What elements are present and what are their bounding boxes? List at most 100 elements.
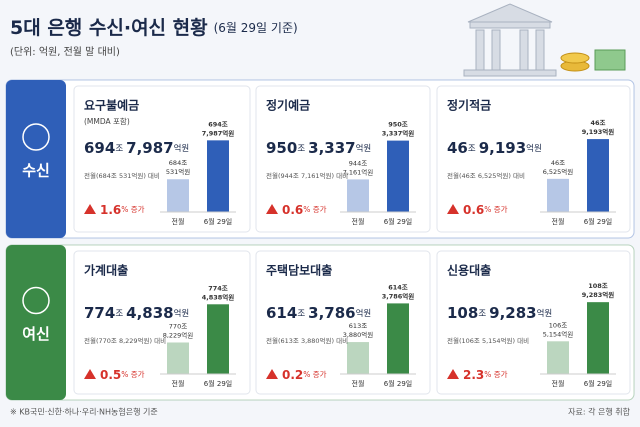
amount-part: 억원 (356, 308, 372, 319)
section-label: 여신 (22, 325, 50, 343)
title-text: 5대 은행 수신·여신 현황 (10, 16, 208, 39)
change-part: 0.6 (463, 203, 484, 217)
value-label: 106조 (549, 321, 567, 329)
amount-part: 조 (297, 144, 305, 154)
bar (167, 179, 189, 212)
bar (387, 303, 409, 374)
amount: 614조 3,786억원 (266, 304, 371, 322)
category-label: 전월 (172, 217, 185, 226)
change-part: 2.3 (463, 368, 484, 382)
up-arrow (266, 369, 278, 379)
amount-part: 108 (447, 304, 478, 322)
category-label: 전월 (552, 379, 565, 388)
amount-part: 억원 (356, 143, 372, 154)
category-label: 6월 29일 (584, 217, 612, 226)
footnote: ※ KB국민·신한·하나·우리·NH농협은행 기준 (10, 407, 158, 417)
section-label-box (6, 245, 66, 400)
value-label: 46조 (551, 159, 565, 167)
bar (347, 342, 369, 374)
value-label: 9,193억원 (582, 127, 615, 136)
change: 0.6% 증가 (282, 203, 327, 217)
amount-part: 9,283 (489, 304, 536, 322)
card-title: 정기예금 (266, 98, 310, 113)
value-label: 46조 (590, 119, 605, 127)
amount-part: 9,193 (479, 139, 526, 157)
amount-part: 억원 (526, 143, 542, 154)
change-part: % 증가 (484, 205, 507, 214)
card (255, 250, 431, 395)
amount-part: 억원 (174, 308, 190, 319)
category-label: 전월 (172, 379, 185, 388)
section-icon (22, 123, 50, 151)
bar (587, 302, 609, 374)
bar (387, 140, 409, 212)
card-title: 요구불예금 (84, 98, 139, 113)
amount-part: 조 (297, 309, 305, 319)
value-label: 6,525억원 (543, 167, 574, 176)
category-label: 전월 (352, 379, 365, 388)
amount-part: 3,786 (308, 304, 355, 322)
amount-part: 4,838 (126, 304, 173, 322)
card (73, 250, 251, 395)
value-label: 531억원 (166, 167, 190, 176)
category-label: 6월 29일 (584, 379, 612, 388)
card-title: 정기적금 (447, 98, 491, 113)
amount-part: 억원 (537, 308, 553, 319)
up-arrow (447, 204, 459, 214)
amount-part: 694 (84, 139, 115, 157)
up-arrow (447, 369, 459, 379)
value-label: 770조 (169, 322, 187, 330)
source: 자료: 각 은행 취합 (568, 407, 630, 417)
bar (587, 139, 609, 212)
value-label: 694조 (208, 120, 228, 128)
change-part: % 증가 (121, 205, 144, 214)
value-label: 4,838억원 (202, 292, 235, 301)
bar (547, 341, 569, 374)
amount-part: 950 (266, 139, 297, 157)
value-label: 684조 (169, 159, 187, 167)
category-label: 전월 (552, 217, 565, 226)
up-arrow (266, 204, 278, 214)
amount: 108조 9,283억원 (447, 304, 552, 322)
change-part: % 증가 (121, 370, 144, 379)
amount-part: 7,987 (126, 139, 173, 157)
section-label-box (6, 80, 66, 238)
up-arrow (84, 204, 96, 214)
title-date: (6월 29일 기준) (214, 21, 298, 35)
value-label: 8,229억원 (163, 330, 194, 339)
compare: 전월(46조 6,525억원) 대비 (447, 171, 525, 180)
compare: 전월(684조 531억원) 대비 (84, 171, 160, 180)
change: 0.5% 증가 (100, 368, 145, 382)
change-part: 0.6 (282, 203, 303, 217)
value-label: 7,987억원 (202, 128, 235, 137)
card (255, 85, 431, 233)
compare: 전월(613조 3,880억원) 대비 (266, 336, 348, 345)
compare: 전월(106조 5,154억원) 대비 (447, 336, 529, 345)
bank-illustration (463, 3, 626, 77)
amount-part: 조 (115, 309, 123, 319)
value-label: 5,154억원 (543, 329, 574, 338)
compare: 전월(944조 7,161억원) 대비 (266, 171, 348, 180)
value-label: 944조 (349, 159, 367, 167)
value-label: 950조 (388, 121, 408, 129)
subtitle: (단위: 억원, 전월 말 대비) (10, 45, 120, 58)
amount-part: 조 (468, 144, 476, 154)
change-part: % 증가 (484, 370, 507, 379)
value-label: 3,880억원 (343, 330, 374, 339)
amount: 774조 4,838억원 (84, 304, 189, 322)
card-note: (MMDA 포함) (84, 117, 130, 126)
value-label: 774조 (208, 284, 228, 292)
amount-part: 46 (447, 139, 468, 157)
amount-part: 614 (266, 304, 297, 322)
category-label: 6월 29일 (384, 217, 412, 226)
bar (207, 140, 229, 212)
card (436, 85, 631, 233)
compare: 전월(770조 8,229억원) 대비 (84, 336, 166, 345)
card-title: 주택담보대출 (266, 263, 332, 278)
change: 2.3% 증가 (463, 368, 508, 382)
amount-part: 조 (115, 144, 123, 154)
change: 1.6% 증가 (100, 203, 145, 217)
change-part: 1.6 (100, 203, 121, 217)
bar (347, 179, 369, 212)
